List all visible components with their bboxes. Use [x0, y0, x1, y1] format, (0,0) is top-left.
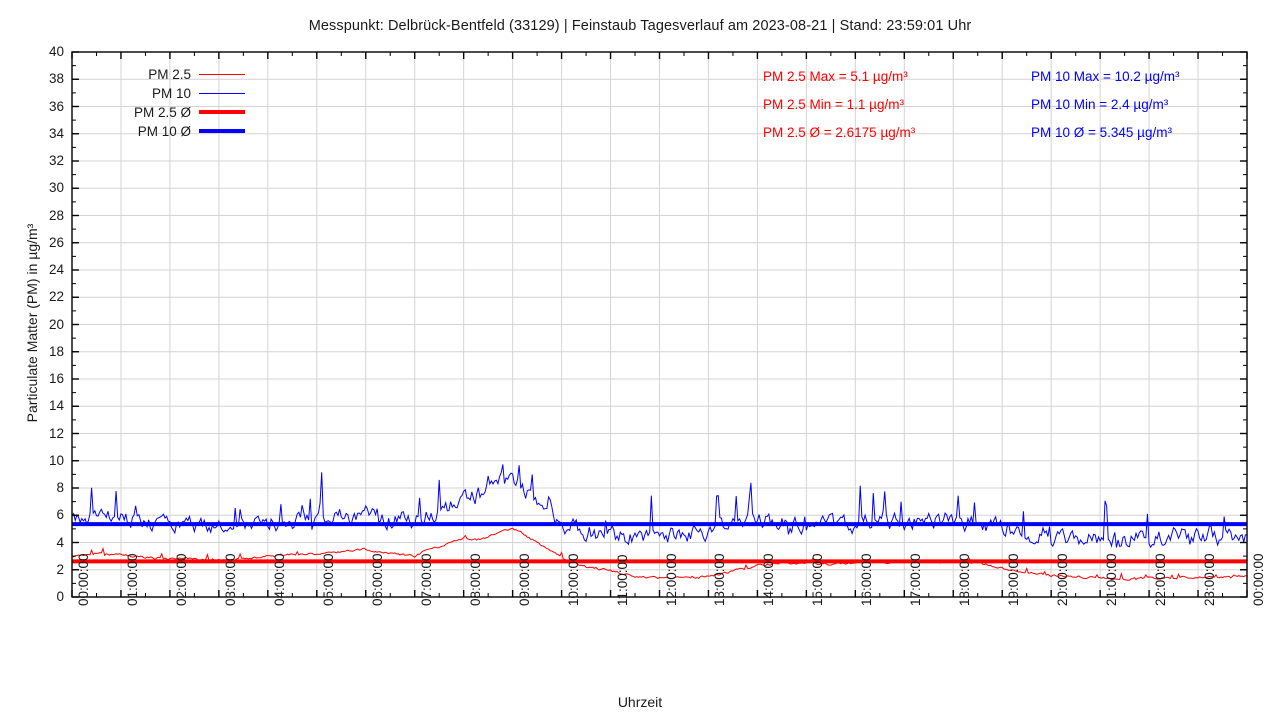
- x-tick-label: 16:00:00: [859, 553, 875, 606]
- x-tick-label: 07:00:00: [418, 553, 434, 606]
- x-tick-label: 18:00:00: [957, 553, 973, 606]
- x-tick-label: 14:00:00: [761, 553, 777, 606]
- y-tick-label: 28: [48, 207, 64, 223]
- y-tick-label: 30: [48, 180, 64, 196]
- legend-label-2: PM 2.5 Ø: [133, 105, 191, 120]
- y-tick-label: 2: [56, 561, 64, 577]
- legend-label-0: PM 2.5: [148, 67, 191, 82]
- x-tick-label: 06:00:00: [369, 553, 385, 606]
- x-tick-label: 19:00:00: [1006, 553, 1022, 606]
- y-tick-label: 20: [48, 316, 64, 332]
- stat-pm25-1: PM 2.5 Min = 1.1 µg/m³: [763, 97, 904, 112]
- x-tick-label: 03:00:00: [222, 553, 238, 606]
- y-tick-label: 12: [48, 425, 64, 441]
- stat-pm25-2: PM 2.5 Ø = 2.6175 µg/m³: [763, 125, 916, 140]
- series-line-0: [71, 527, 1248, 581]
- y-tick-label: 14: [48, 398, 64, 414]
- y-tick-label: 38: [48, 71, 64, 87]
- y-tick-label: 32: [48, 153, 64, 168]
- x-tick-label: 22:00:00: [1153, 553, 1169, 606]
- chart-title: Messpunkt: Delbrück-Bentfeld (33129) | F…: [308, 18, 972, 34]
- x-tick-label: 20:00:00: [1055, 553, 1071, 606]
- axis-frame: [71, 51, 1248, 598]
- data-series: [71, 464, 1248, 581]
- legend-swatch-1: [199, 93, 245, 94]
- x-tick-label: 00:00:00: [76, 553, 91, 606]
- y-tick-label: 24: [48, 262, 64, 277]
- x-tick-label: 21:00:00: [1104, 553, 1120, 606]
- y-tick-label: 34: [48, 125, 64, 141]
- stat-pm10-0: PM 10 Max = 10.2 µg/m³: [1031, 69, 1180, 84]
- gridlines: [71, 51, 1248, 598]
- x-tick-label: 11:00:00: [614, 554, 630, 606]
- legend-label-3: PM 10 Ø: [137, 124, 191, 139]
- y-tick-label: 6: [56, 507, 64, 523]
- y-tick-label: 0: [56, 589, 64, 604]
- x-tick-label: 00:00:00: [1251, 553, 1266, 606]
- series-line-1: [71, 464, 1248, 549]
- y-tick-label: 40: [48, 44, 64, 59]
- y-tick-label: 36: [48, 98, 64, 114]
- y-tick-label: 8: [56, 480, 64, 495]
- legend-swatch-0: [199, 74, 245, 75]
- x-tick-label: 05:00:00: [320, 553, 336, 606]
- legend-swatch-3: [199, 129, 245, 133]
- x-tick-label: 23:00:00: [1202, 553, 1218, 606]
- y-tick-label: 18: [48, 343, 64, 359]
- x-tick-label: 02:00:00: [173, 553, 189, 606]
- x-tick-label: 13:00:00: [712, 553, 728, 606]
- x-tick-label: 17:00:00: [908, 553, 924, 606]
- y-tick-label: 16: [48, 371, 64, 386]
- x-tick-label: 10:00:00: [565, 553, 581, 606]
- y-tick-label: 10: [48, 452, 64, 468]
- stat-pm25-0: PM 2.5 Max = 5.1 µg/m³: [763, 69, 908, 84]
- x-tick-label: 04:00:00: [271, 553, 287, 606]
- x-tick-label: 09:00:00: [516, 553, 532, 606]
- x-tick-label: 15:00:00: [810, 553, 826, 606]
- x-tick-label: 08:00:00: [467, 553, 483, 606]
- x-axis-title: Uhrzeit: [617, 694, 663, 710]
- x-tick-label: 01:00:00: [124, 553, 140, 606]
- y-tick-label: 22: [48, 289, 64, 305]
- stat-pm10-2: PM 10 Ø = 5.345 µg/m³: [1031, 125, 1172, 140]
- legend-swatch-2: [199, 110, 245, 114]
- stat-pm10-1: PM 10 Min = 2.4 µg/m³: [1031, 97, 1169, 112]
- x-tick-label: 12:00:00: [663, 553, 679, 606]
- legend-label-1: PM 10: [151, 86, 191, 101]
- y-tick-label: 4: [56, 534, 64, 550]
- y-tick-label: 26: [48, 234, 64, 250]
